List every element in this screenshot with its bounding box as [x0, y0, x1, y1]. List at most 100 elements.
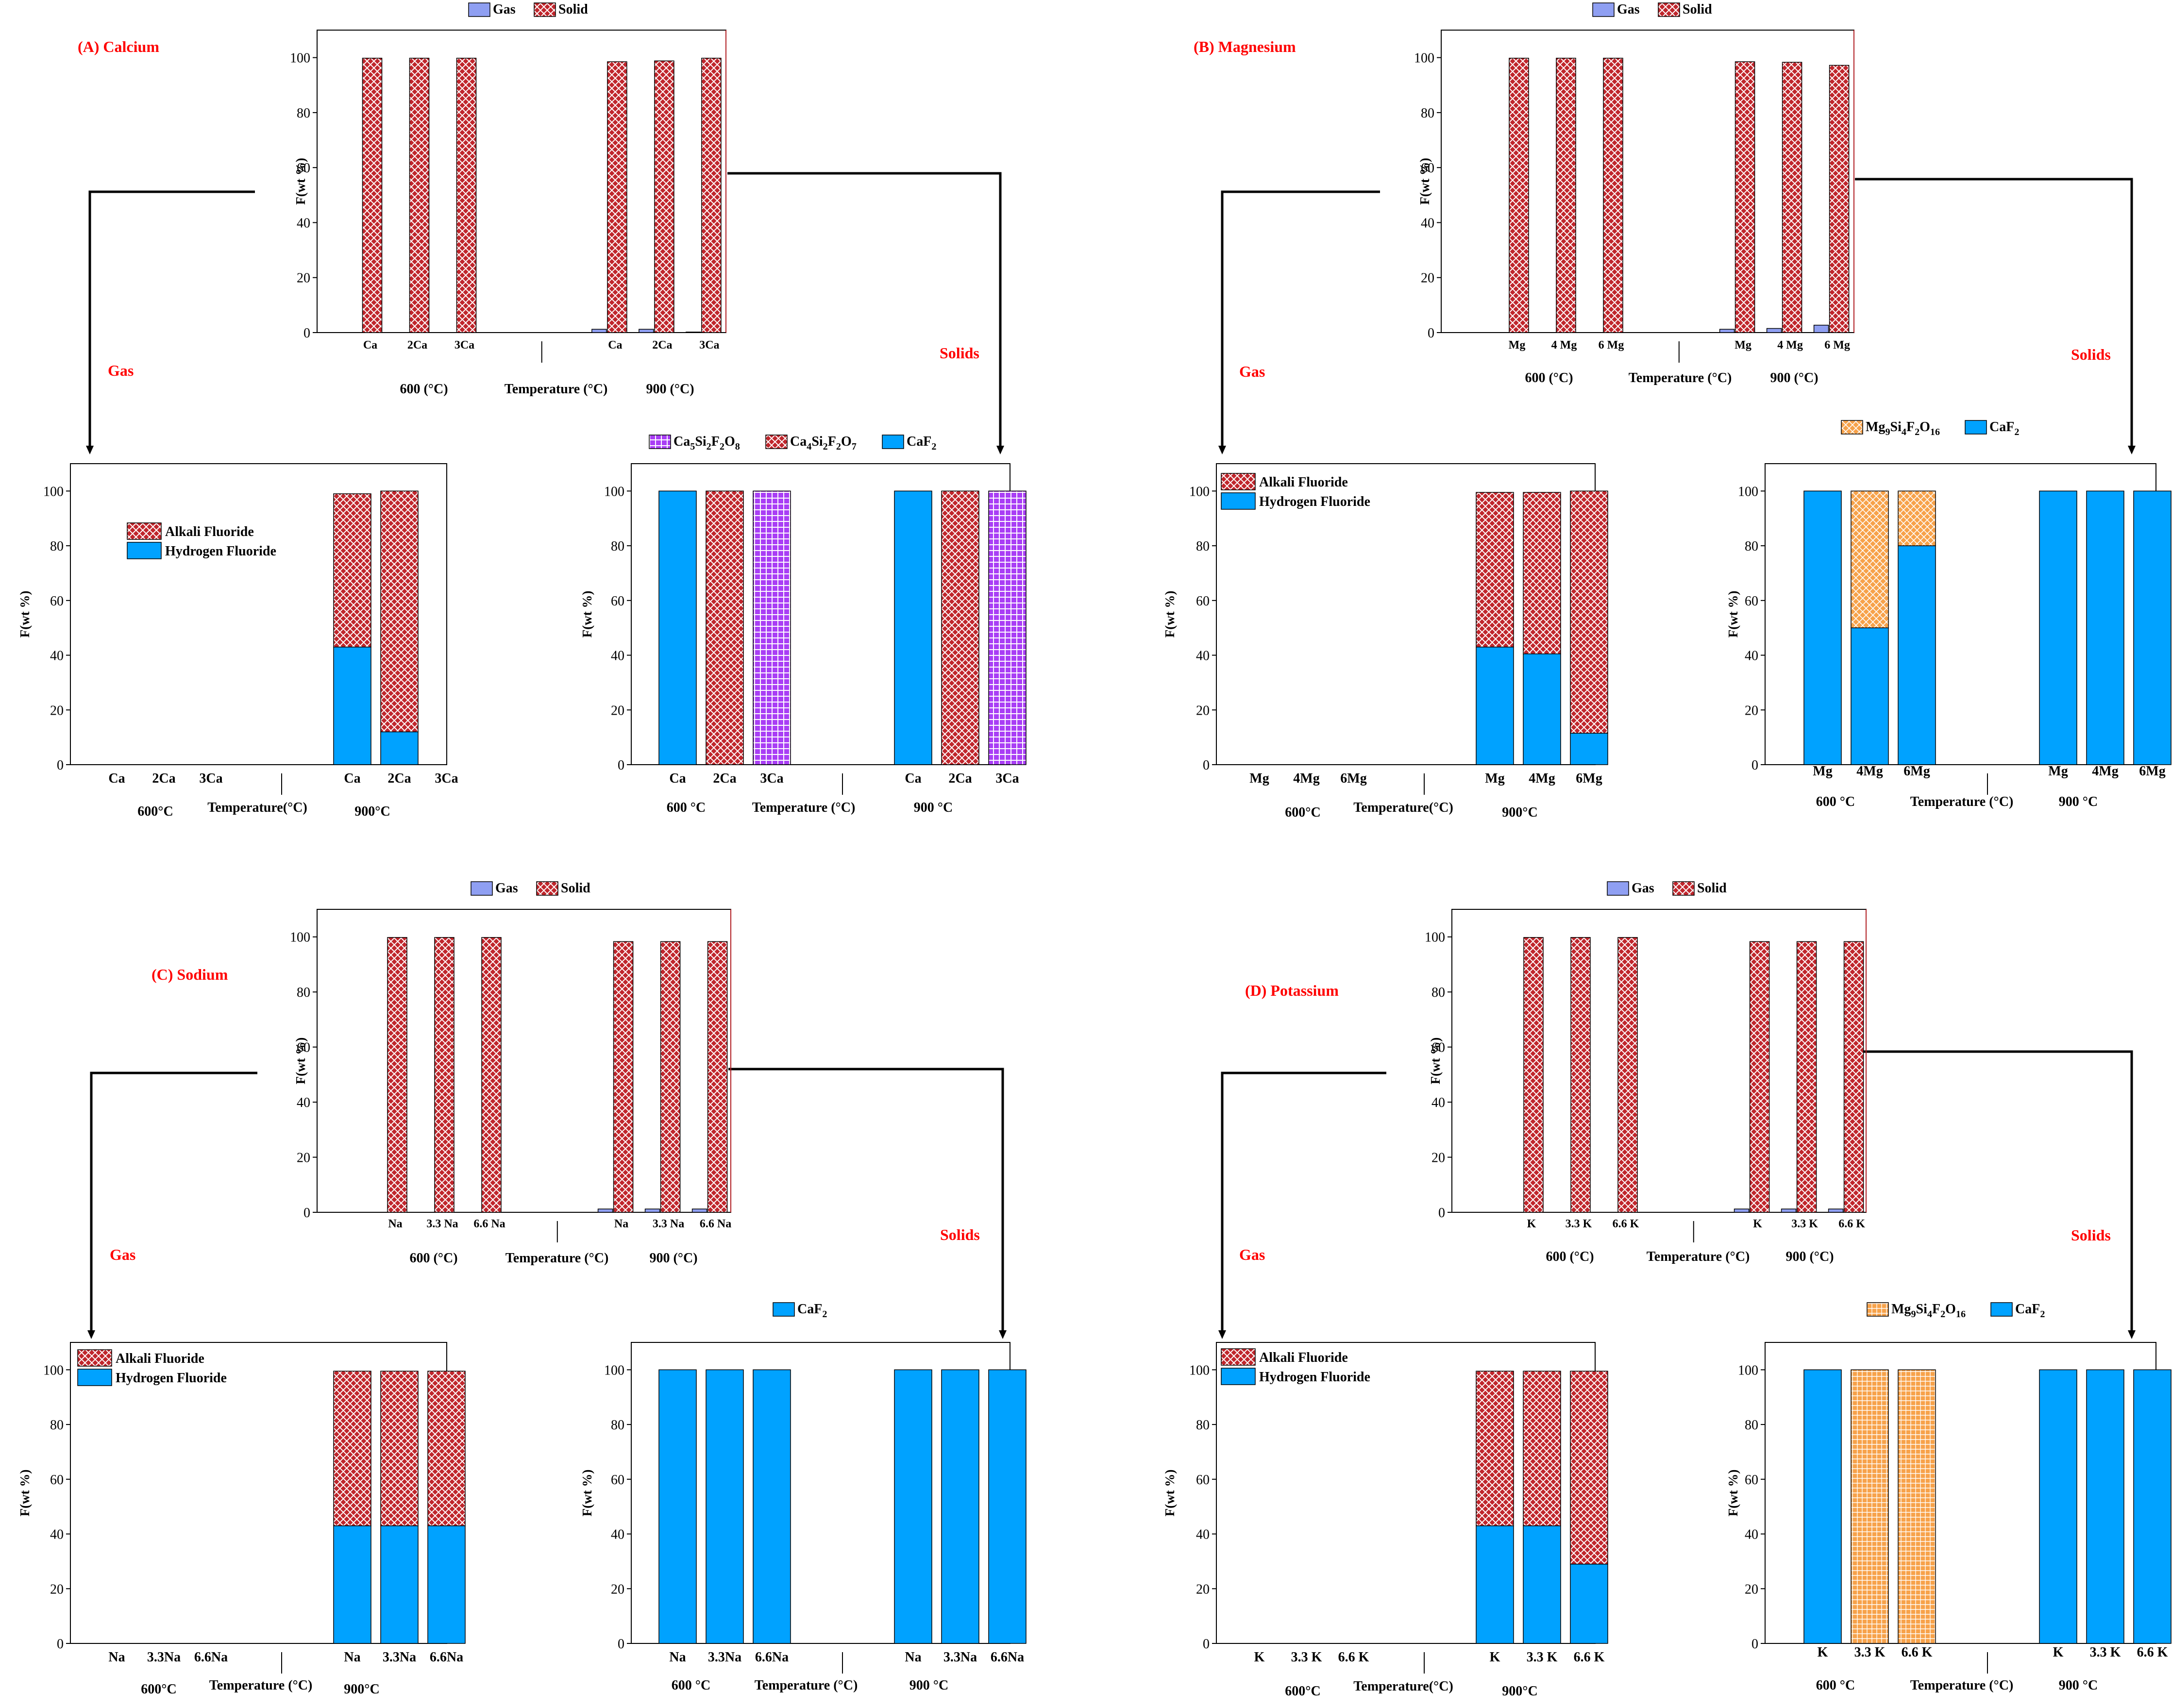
x-tick-label: 6.6Na [991, 1650, 1024, 1665]
bar-ca5si2f2o8 [753, 490, 791, 765]
y-axis-label: F(wt %) [580, 591, 594, 638]
bar-solid [1734, 61, 1755, 333]
group-label: 900 °C [2059, 794, 2098, 809]
bar-hydrogen-fluoride [333, 646, 371, 765]
y-tick-label: 80 [297, 985, 310, 1000]
x-tick-label: 6.6 K [1338, 1650, 1369, 1665]
legend-label: Hydrogen Fluoride [1259, 494, 1370, 509]
legend-swatch [1221, 1368, 1256, 1385]
x-tick-label: 6.6 Na [700, 1218, 731, 1230]
x-tick-label: 4Mg [2092, 764, 2118, 779]
bar-solid [707, 941, 728, 1213]
x-tick-label: 3.3 Na [653, 1218, 684, 1230]
bar-hydrogen-fluoride [333, 1525, 371, 1644]
y-tick-label: 80 [1196, 539, 1210, 554]
x-tick-label: 6.6 K [2137, 1645, 2168, 1660]
bar-gas [1828, 1208, 1844, 1213]
bar-solid [660, 941, 681, 1213]
y-axis-label: F(wt %) [1162, 1470, 1177, 1517]
legend-swatch [649, 435, 671, 449]
y-tick-label: 100 [290, 51, 310, 66]
y-tick-label: 20 [1196, 1582, 1210, 1597]
bar-gas [1719, 329, 1735, 333]
legend-label: Solid [1683, 2, 1712, 17]
chart-d-gas: 0 20 40 60 80 100 F(wt %) K 3.3 K 6.6 K K 3.3 K 6.6 … [1162, 1342, 1608, 1699]
x-tick-label: 2Ca [407, 339, 427, 352]
legend-label: Gas [1632, 881, 1654, 896]
y-tick-label: 40 [1196, 649, 1210, 664]
y-axis-label: F(wt %) [1417, 158, 1432, 205]
chart-b-overview: 0 20 40 60 80 100 F(wt %) Mg 4 Mg 6 Mg Mg 4 Mg 6 Mg 6… [1414, 2, 1854, 385]
bar-mg9si4f2o16 [1898, 490, 1936, 546]
x-tick-label: 2Ca [948, 771, 972, 786]
bar-hydrogen-fluoride [1523, 653, 1561, 765]
x-tick-label: 3Ca [435, 771, 458, 786]
group-label: 600 °C [667, 800, 706, 815]
bar-solid [387, 937, 407, 1213]
y-tick-label: 60 [611, 1473, 624, 1488]
group-label: 600 (°C) [400, 382, 448, 397]
legend-label: CaF2​ [907, 434, 936, 452]
legend-label: Gas [495, 881, 518, 896]
chart-a-solids: 0 20 40 60 80 100 F(wt %) Ca 2Ca 3Ca Ca 2Ca 3Ca 600 °… [580, 434, 1027, 815]
x-tick-label: 3.3Na [383, 1650, 416, 1665]
bar-alkali-fluoride [380, 490, 419, 733]
y-axis-label: F(wt %) [580, 1470, 594, 1517]
legend: Alkali Fluoride Hydrogen Fluoride [1221, 1348, 1370, 1385]
bar-solid [1617, 937, 1638, 1213]
x-axis-label: Temperature (°C) [1629, 370, 1732, 385]
x-tick-label: K [1527, 1218, 1536, 1230]
bar-caf2 [706, 1369, 744, 1644]
legend-label: Ca4​Si2​F2​O7​ [790, 434, 857, 452]
x-tick-label: 3.3 K [1527, 1650, 1558, 1665]
y-tick-label: 20 [1745, 1582, 1758, 1597]
y-tick-label: 80 [1745, 1418, 1758, 1433]
group-label: 600°C [1285, 1684, 1320, 1699]
x-tick-label: Ca [344, 771, 360, 786]
chart-d-overview: 0 20 40 60 80 100 F(wt %) K 3.3 K 6.6 K K 3.3 K 6.6 … [1425, 881, 1867, 1264]
y-tick-label: 20 [50, 703, 64, 718]
x-tick-label: 4 Mg [1551, 339, 1577, 352]
plot-frame [70, 463, 447, 765]
y-tick-label: 60 [297, 1040, 310, 1055]
x-tick-label: 6.6 K [1613, 1218, 1639, 1230]
x-axis-label: Temperature (°C) [1910, 794, 2014, 809]
x-axis-label: Temperature(°C) [1353, 1679, 1453, 1694]
y-tick-label: 0 [1203, 758, 1210, 773]
y-axis-label: F(wt %) [1428, 1038, 1443, 1085]
bar-gas [1734, 1208, 1750, 1213]
group-label: 600°C [137, 804, 173, 819]
x-tick-label: 6.6 Na [473, 1218, 505, 1230]
x-tick-label: 6Mg [1340, 771, 1366, 786]
panel-a-gas-label: Gas [108, 362, 134, 379]
panel-b-gas-label: Gas [1239, 363, 1265, 380]
y-tick-label: 40 [611, 649, 624, 664]
panel-b-gas-connector [1221, 190, 1380, 446]
group-label: 900°C [1502, 1684, 1537, 1699]
legend-label: Alkali Fluoride [116, 1351, 204, 1366]
y-axis-label: F(wt %) [1162, 591, 1177, 638]
group-label: 600 °C [672, 1678, 710, 1693]
y-tick-label: 0 [1438, 1206, 1445, 1221]
y-tick-label: 100 [604, 484, 624, 499]
legend-label: Solid [1697, 881, 1727, 896]
legend: Ca5​Si2​F2​O8​ Ca4​Si2​F2​O7​ CaF2​ [649, 434, 936, 452]
x-tick-label: Na [344, 1650, 360, 1665]
group-label: 900 °C [2059, 1678, 2098, 1693]
x-tick-label: Mg [1485, 771, 1504, 786]
y-tick-label: 40 [1745, 1527, 1758, 1542]
legend: Alkali Fluoride Hydrogen Fluoride [127, 522, 276, 559]
x-tick-label: 6.6 K [1574, 1650, 1605, 1665]
panel-c-solids-label: Solids [940, 1226, 980, 1243]
group-label: 900°C [354, 804, 390, 819]
legend-label: Gas [493, 2, 516, 17]
bar-alkali-fluoride [380, 1371, 419, 1526]
bar-solid [1523, 937, 1544, 1213]
bar-caf2 [894, 490, 932, 765]
y-tick-label: 40 [1745, 649, 1758, 664]
y-tick-label: 20 [1421, 271, 1434, 286]
bar-solid [613, 941, 634, 1213]
bar-gas [644, 1208, 660, 1213]
y-tick-label: 20 [297, 271, 310, 286]
x-tick-label: Ca [608, 339, 622, 352]
